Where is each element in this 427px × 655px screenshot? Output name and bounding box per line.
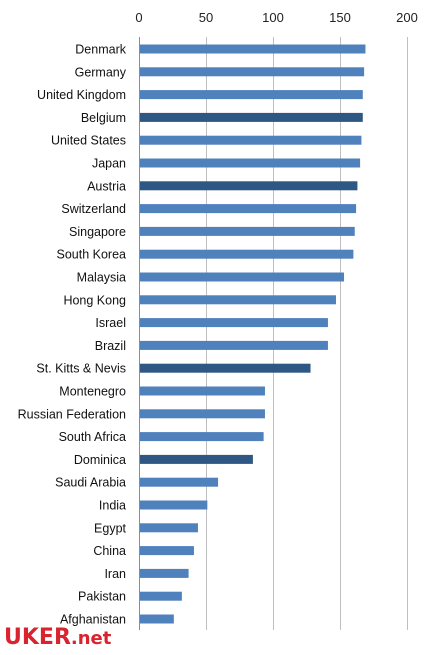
x-axis-ticks: 0 50 100 150 200 xyxy=(135,10,417,25)
x-tick-label: 50 xyxy=(199,10,213,25)
category-label: Saudi Arabia xyxy=(55,476,126,490)
category-label: Afghanistan xyxy=(60,613,126,627)
bar xyxy=(140,272,345,282)
category-label: Japan xyxy=(92,157,126,171)
bar xyxy=(140,181,358,191)
bar xyxy=(140,409,265,419)
category-label: Belgium xyxy=(81,111,126,125)
bar xyxy=(140,318,328,328)
bar xyxy=(140,432,264,442)
bars xyxy=(140,44,366,624)
bar xyxy=(140,477,219,487)
bar xyxy=(140,340,328,350)
bar xyxy=(140,67,365,77)
bar xyxy=(140,523,198,533)
site-watermark: UKER.net xyxy=(4,626,111,651)
category-label: Germany xyxy=(75,65,127,79)
bar xyxy=(140,363,311,373)
x-tick-label: 150 xyxy=(329,10,351,25)
grid-layer xyxy=(139,37,408,630)
bar xyxy=(140,454,253,464)
bar xyxy=(140,90,363,100)
category-label: Denmark xyxy=(75,43,126,57)
category-label: India xyxy=(99,499,126,513)
x-tick-label: 200 xyxy=(396,10,418,25)
bar xyxy=(140,249,354,259)
bar xyxy=(140,591,182,601)
category-label: Israel xyxy=(95,316,126,330)
bar xyxy=(140,614,174,624)
category-label: Pakistan xyxy=(78,590,126,604)
category-label: Montenegro xyxy=(59,385,126,399)
bar xyxy=(140,500,208,510)
category-label: United Kingdom xyxy=(37,88,126,102)
category-label: Austria xyxy=(87,179,126,193)
category-label: Russian Federation xyxy=(18,407,126,421)
category-label: Brazil xyxy=(95,339,126,353)
bar xyxy=(140,158,361,168)
category-label: China xyxy=(93,544,126,558)
category-labels: Denmark Germany United Kingdom Belgium Unite… xyxy=(18,43,127,627)
bar xyxy=(140,295,336,305)
bar xyxy=(140,226,355,236)
x-tick-label: 0 xyxy=(135,10,142,25)
watermark-tld: .net xyxy=(70,628,112,649)
category-label: Singapore xyxy=(69,225,126,239)
category-label: South Korea xyxy=(57,248,127,262)
bar xyxy=(140,44,366,54)
bar xyxy=(140,204,357,214)
bar xyxy=(140,568,189,578)
category-label: Switzerland xyxy=(61,202,126,216)
category-label: Iran xyxy=(104,567,126,581)
x-tick-label: 100 xyxy=(262,10,284,25)
category-label: Dominica xyxy=(74,453,126,467)
bar xyxy=(140,386,265,396)
category-label: St. Kitts & Nevis xyxy=(36,362,126,376)
category-label: United States xyxy=(51,134,126,148)
watermark-main: UKER xyxy=(4,625,71,650)
category-label: South Africa xyxy=(59,430,126,444)
bar xyxy=(140,546,194,556)
category-label: Malaysia xyxy=(77,271,126,285)
category-label: Hong Kong xyxy=(63,293,126,307)
bar xyxy=(140,112,363,122)
category-label: Egypt xyxy=(94,521,126,535)
bar xyxy=(140,135,362,145)
